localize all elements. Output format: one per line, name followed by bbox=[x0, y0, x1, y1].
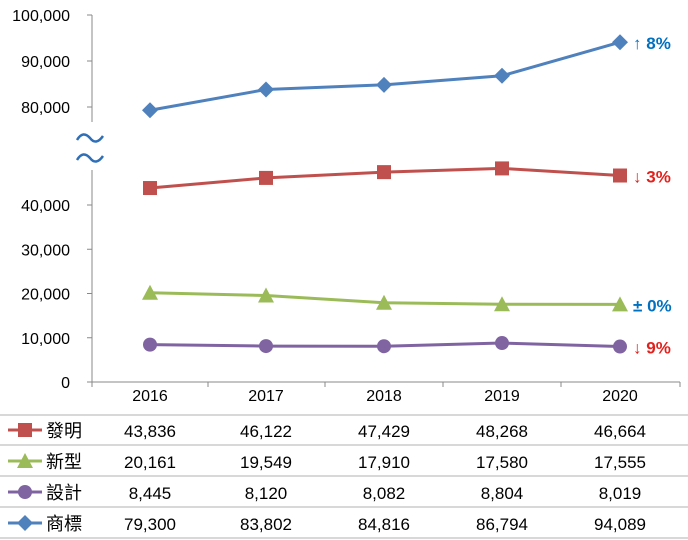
data-point bbox=[143, 338, 157, 352]
y-tick-label: 20,000 bbox=[21, 287, 70, 304]
data-point bbox=[143, 181, 157, 195]
change-arrow: ↓ bbox=[633, 168, 646, 187]
data-point bbox=[142, 102, 158, 118]
change-percent: 3% bbox=[646, 168, 671, 187]
x-tick-label: 2020 bbox=[602, 388, 638, 405]
y-tick-label: 80,000 bbox=[21, 100, 70, 117]
change-arrow: ± bbox=[633, 296, 647, 315]
table-cell: 47,429 bbox=[358, 422, 410, 441]
data-point bbox=[17, 515, 33, 531]
change-percent: 0% bbox=[647, 296, 672, 315]
y-tick-label: 10,000 bbox=[21, 331, 70, 348]
axis-break-icon bbox=[77, 134, 103, 141]
data-point bbox=[259, 171, 273, 185]
table-cell: 20,161 bbox=[124, 453, 176, 472]
axis-break-icon bbox=[77, 154, 103, 161]
line-chart: 0 10,000 20,000 30,000 40,000 80,000 90,000 100… bbox=[0, 0, 688, 540]
table-cell: 84,816 bbox=[358, 515, 410, 534]
data-point bbox=[18, 485, 32, 499]
data-point bbox=[613, 169, 627, 183]
series-line bbox=[150, 42, 620, 110]
data-point bbox=[259, 339, 273, 353]
data-point bbox=[376, 77, 392, 93]
data-point bbox=[613, 340, 627, 354]
table-cell: 48,268 bbox=[476, 422, 528, 441]
data-point bbox=[495, 336, 509, 350]
x-tick-label: 2016 bbox=[132, 388, 168, 405]
change-percent: 8% bbox=[646, 34, 671, 53]
data-point bbox=[377, 165, 391, 179]
table-cell: 94,089 bbox=[594, 515, 646, 534]
table-cell: 79,300 bbox=[124, 515, 176, 534]
y-tick-label: 0 bbox=[61, 375, 70, 392]
table-cell: 17,555 bbox=[594, 453, 646, 472]
x-tick-label: 2017 bbox=[248, 388, 284, 405]
table-cell: 8,120 bbox=[245, 484, 288, 503]
table-cell: 46,664 bbox=[594, 422, 646, 441]
legend-label: 發明 bbox=[46, 421, 82, 441]
table-cell: 8,804 bbox=[481, 484, 524, 503]
table-cell: 8,082 bbox=[363, 484, 406, 503]
change-label: ↓ 9% bbox=[633, 339, 671, 358]
table-cell: 8,445 bbox=[129, 484, 172, 503]
data-point bbox=[494, 68, 510, 84]
legend-label: 新型 bbox=[46, 452, 82, 472]
table-cell: 86,794 bbox=[476, 515, 528, 534]
y-tick-label: 90,000 bbox=[21, 54, 70, 71]
change-label: ↓ 3% bbox=[633, 168, 671, 187]
table-cell: 17,580 bbox=[476, 453, 528, 472]
data-point bbox=[258, 82, 274, 98]
x-tick-label: 2018 bbox=[366, 388, 402, 405]
y-tick-label: 30,000 bbox=[21, 242, 70, 259]
change-label: ± 0% bbox=[633, 296, 672, 315]
change-percent: 9% bbox=[646, 339, 671, 358]
y-tick-label: 40,000 bbox=[21, 198, 70, 215]
table-cell: 46,122 bbox=[240, 422, 292, 441]
change-label: ↑ 8% bbox=[633, 34, 671, 53]
table-cell: 43,836 bbox=[124, 422, 176, 441]
data-point bbox=[18, 423, 32, 437]
data-point bbox=[612, 34, 628, 50]
legend-label: 商標 bbox=[46, 514, 82, 534]
data-point bbox=[377, 339, 391, 353]
x-tick-label: 2019 bbox=[484, 388, 520, 405]
data-point bbox=[495, 161, 509, 175]
change-arrow: ↓ bbox=[633, 339, 646, 358]
y-tick-label: 100,000 bbox=[12, 8, 70, 25]
legend-label: 設計 bbox=[46, 483, 82, 503]
table-cell: 17,910 bbox=[358, 453, 410, 472]
table-cell: 8,019 bbox=[599, 484, 642, 503]
change-arrow: ↑ bbox=[633, 34, 646, 53]
table-cell: 19,549 bbox=[240, 453, 292, 472]
table-cell: 83,802 bbox=[240, 515, 292, 534]
